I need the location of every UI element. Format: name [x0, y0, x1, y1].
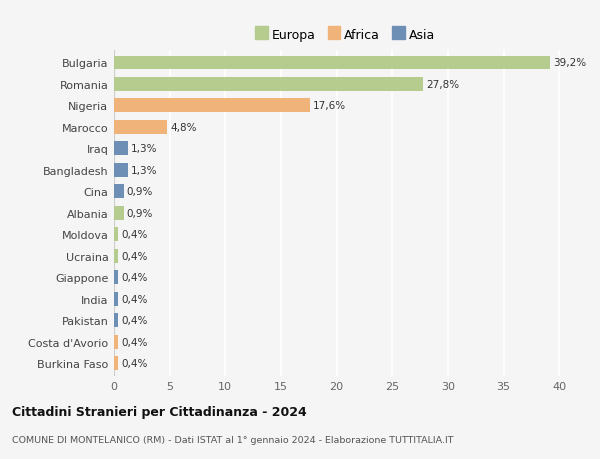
- Bar: [114, 357, 118, 370]
- Bar: [114, 99, 310, 113]
- Text: 0,4%: 0,4%: [121, 273, 148, 283]
- Text: 17,6%: 17,6%: [313, 101, 346, 111]
- Text: 27,8%: 27,8%: [426, 80, 460, 90]
- Bar: [114, 185, 124, 199]
- Text: 1,3%: 1,3%: [131, 166, 158, 175]
- Bar: [114, 56, 550, 70]
- Bar: [114, 121, 167, 134]
- Text: 0,4%: 0,4%: [121, 358, 148, 369]
- Text: 4,8%: 4,8%: [170, 123, 197, 133]
- Text: 0,9%: 0,9%: [127, 187, 153, 197]
- Text: 0,9%: 0,9%: [127, 208, 153, 218]
- Bar: [114, 271, 118, 285]
- Bar: [114, 292, 118, 306]
- Bar: [114, 78, 424, 92]
- Text: 0,4%: 0,4%: [121, 316, 148, 325]
- Bar: [114, 207, 124, 220]
- Text: 0,4%: 0,4%: [121, 252, 148, 261]
- Text: Cittadini Stranieri per Cittadinanza - 2024: Cittadini Stranieri per Cittadinanza - 2…: [12, 405, 307, 419]
- Text: 1,3%: 1,3%: [131, 144, 158, 154]
- Text: 0,4%: 0,4%: [121, 337, 148, 347]
- Bar: [114, 335, 118, 349]
- Bar: [114, 249, 118, 263]
- Bar: [114, 163, 128, 178]
- Bar: [114, 313, 118, 328]
- Legend: Europa, Africa, Asia: Europa, Africa, Asia: [250, 24, 440, 47]
- Text: 39,2%: 39,2%: [553, 58, 586, 68]
- Bar: [114, 142, 128, 156]
- Text: 0,4%: 0,4%: [121, 230, 148, 240]
- Bar: [114, 228, 118, 242]
- Text: COMUNE DI MONTELANICO (RM) - Dati ISTAT al 1° gennaio 2024 - Elaborazione TUTTIT: COMUNE DI MONTELANICO (RM) - Dati ISTAT …: [12, 435, 454, 443]
- Text: 0,4%: 0,4%: [121, 294, 148, 304]
